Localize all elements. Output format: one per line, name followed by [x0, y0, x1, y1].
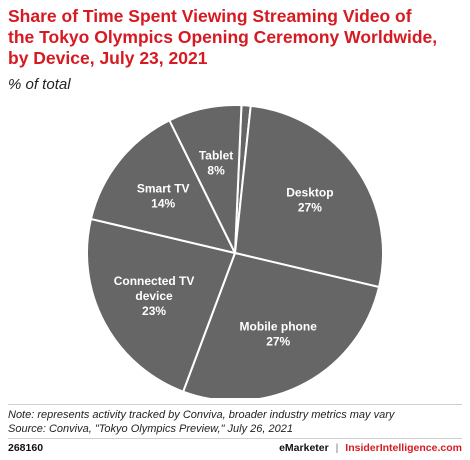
- brand-credit: eMarketer | InsiderIntelligence.com: [279, 442, 462, 454]
- pie-slice-desktop: [233, 104, 384, 289]
- brand-separator: |: [335, 442, 339, 454]
- brand-emarketer: eMarketer: [279, 442, 329, 454]
- chart-note: Note: represents activity tracked by Con…: [8, 409, 395, 421]
- pie-slice-tablet: [168, 104, 243, 254]
- slice-label-smart-tv: Smart TV 14%: [137, 181, 190, 210]
- footer-bar: 268160 eMarketer | InsiderIntelligence.c…: [8, 442, 462, 454]
- slice-label-tablet: Tablet 8%: [199, 149, 233, 178]
- chart-subtitle: % of total: [8, 76, 71, 93]
- pie-slice-smart-tv: [89, 118, 237, 255]
- footer-divider: [8, 404, 462, 405]
- slice-label-mobile-phone: Mobile phone 27%: [240, 319, 318, 348]
- slice-label-connected-tv-device: Connected TV device 23%: [114, 274, 195, 318]
- brand-insider-intelligence: InsiderIntelligence.com: [345, 442, 462, 454]
- chart-id: 268160: [8, 442, 44, 454]
- slice-label-desktop: Desktop 27%: [286, 185, 333, 214]
- footer-divider-bottom: [8, 438, 462, 439]
- chart-title: Share of Time Spent Viewing Streaming Vi…: [8, 6, 438, 68]
- pie-slice-connected-tv-device: [86, 217, 237, 393]
- chart-source: Source: Conviva, "Tokyo Olympics Preview…: [8, 423, 293, 435]
